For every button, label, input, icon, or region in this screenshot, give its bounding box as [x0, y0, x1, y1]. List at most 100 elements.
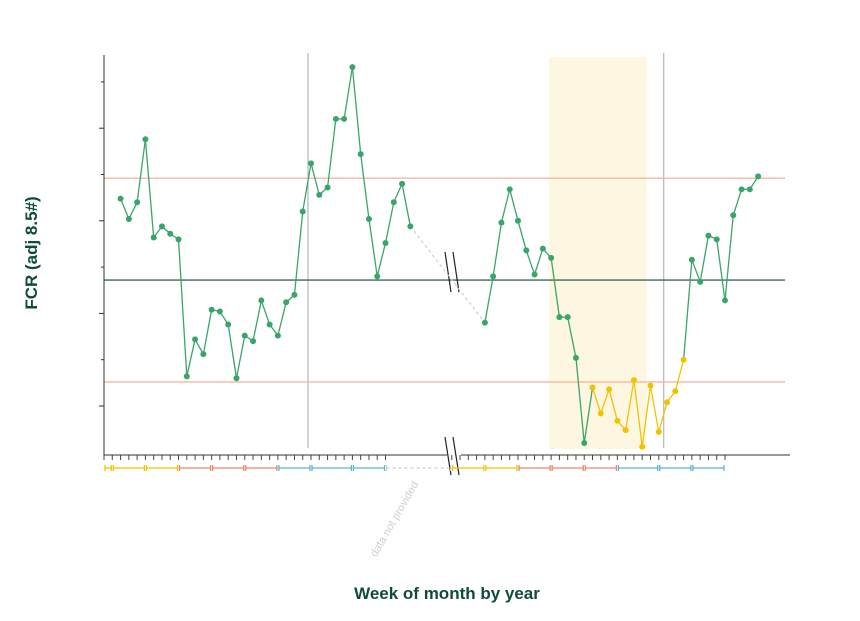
data-point — [167, 230, 174, 237]
series-line-segment — [310, 163, 320, 196]
data-point — [506, 186, 513, 193]
series-line-segment — [649, 385, 660, 433]
series-line-segment — [633, 379, 643, 447]
data-point — [655, 428, 662, 435]
series-line-segment — [658, 402, 668, 433]
series-line-segment — [567, 316, 577, 358]
series-line-segment — [252, 300, 262, 342]
data-layer — [117, 64, 762, 450]
data-point — [738, 186, 745, 193]
data-point — [589, 384, 596, 391]
series-line-segment — [550, 257, 561, 318]
data-point — [357, 151, 364, 158]
series-line-segment — [351, 67, 362, 155]
data-point — [283, 299, 290, 306]
data-point — [200, 351, 207, 358]
data-point — [374, 273, 381, 280]
series-line-segment — [682, 259, 693, 360]
data-point — [125, 215, 132, 222]
data-point — [581, 440, 588, 447]
data-point — [266, 321, 273, 328]
series-line-segment — [186, 339, 196, 377]
x-axis-break-mark — [444, 436, 452, 476]
data-point — [630, 377, 637, 384]
series-line-segment — [699, 235, 710, 283]
data-point — [233, 375, 240, 382]
series-line-segment — [691, 259, 701, 283]
series-line-segment — [368, 218, 378, 277]
month-label-gap: data not provided — [368, 480, 421, 560]
data-point — [175, 236, 182, 243]
series-line-segment — [624, 379, 635, 431]
data-point — [407, 223, 414, 230]
data-point — [730, 212, 737, 219]
data-point — [539, 245, 546, 252]
series-line-segment — [227, 324, 238, 379]
data-point — [597, 410, 604, 417]
series-line-segment — [119, 198, 130, 220]
series-line-segment — [326, 118, 337, 188]
series-line-segment — [302, 163, 312, 212]
data-point — [705, 232, 712, 239]
data-point — [365, 215, 372, 222]
data-break-mark — [452, 251, 460, 293]
data-point — [556, 314, 563, 321]
series-line-segment — [202, 309, 213, 355]
data-point — [349, 64, 356, 71]
data-point — [192, 336, 199, 343]
data-point — [713, 236, 720, 243]
series-line-segment — [600, 389, 610, 414]
data-point — [606, 386, 613, 393]
series-line-segment — [591, 387, 602, 414]
series-line-segment — [401, 183, 411, 227]
data-point — [142, 136, 149, 143]
data-point — [481, 319, 488, 326]
x-axis-break-mark — [452, 436, 460, 476]
data-point — [722, 297, 728, 304]
data-point — [158, 223, 165, 230]
data-point — [390, 199, 397, 206]
data-point — [216, 308, 223, 315]
series-line-segment — [260, 300, 271, 325]
data-point — [324, 184, 331, 191]
y-axis-title: FCR (adj 8.5#) — [22, 196, 41, 309]
reference-lines-layer — [104, 177, 785, 383]
data-point — [647, 382, 654, 389]
series-line-segment — [724, 215, 734, 301]
series-line-segment — [608, 389, 618, 421]
data-point — [614, 417, 621, 424]
data-point — [332, 115, 339, 122]
series-line-segment — [128, 201, 138, 220]
data-point — [183, 373, 190, 380]
data-break-mark — [444, 251, 452, 293]
series-line-segment — [177, 239, 188, 377]
series-line-segment — [509, 189, 519, 221]
data-point — [241, 332, 248, 339]
series-line-segment — [136, 139, 147, 203]
data-point — [399, 180, 406, 187]
gap-connector — [409, 225, 486, 324]
data-point — [258, 297, 265, 304]
series-line-segment — [492, 222, 503, 277]
series-line-segment — [583, 387, 594, 444]
series-line-segment — [293, 211, 304, 295]
highlight-band — [549, 57, 647, 449]
data-point — [697, 278, 704, 285]
data-point — [490, 273, 497, 280]
data-point — [688, 256, 695, 263]
series-line-segment — [525, 250, 536, 275]
data-point — [664, 399, 671, 406]
data-point — [680, 356, 687, 363]
series-line-segment — [360, 154, 370, 220]
axes-layer — [99, 55, 790, 476]
data-point — [531, 271, 538, 278]
series-line-segment — [277, 302, 287, 336]
series-line-segment — [343, 66, 354, 120]
data-point — [274, 332, 281, 339]
series-line-segment — [641, 385, 652, 447]
data-point — [498, 219, 505, 226]
labels-layer: data not provided — [368, 480, 421, 560]
data-point — [299, 208, 306, 215]
data-point — [672, 388, 679, 395]
